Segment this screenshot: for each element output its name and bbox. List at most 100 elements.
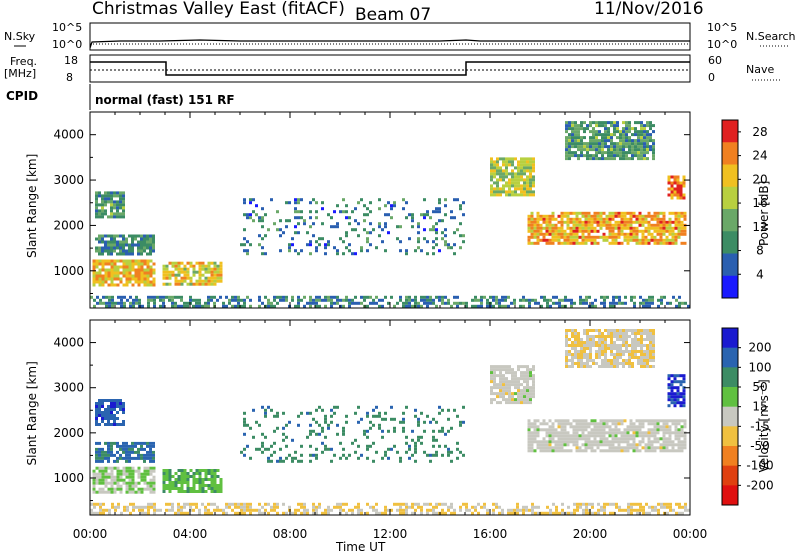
- data-cell: [146, 487, 150, 491]
- data-cell: [642, 304, 645, 308]
- data-cell: [330, 304, 333, 308]
- data-cell: [119, 447, 122, 451]
- data-cell: [315, 246, 318, 250]
- data-cell: [648, 295, 651, 299]
- data-cell: [638, 419, 642, 423]
- data-cell: [381, 435, 384, 439]
- data-cell: [426, 213, 429, 217]
- data-cell: [601, 124, 604, 128]
- data-cell: [611, 431, 615, 435]
- data-cell: [96, 502, 99, 506]
- data-cell: [584, 217, 588, 221]
- data-cell: [569, 226, 573, 230]
- data-cell: [608, 232, 612, 236]
- data-cell: [590, 449, 594, 453]
- data-cell: [417, 505, 420, 509]
- data-cell: [324, 420, 327, 424]
- data-cell: [496, 365, 499, 369]
- data-cell: [574, 338, 577, 341]
- data-cell: [668, 223, 672, 227]
- data-cell: [165, 472, 169, 475]
- data-cell: [605, 217, 609, 221]
- data-cell: [435, 231, 438, 235]
- data-cell: [505, 157, 508, 161]
- data-cell: [574, 124, 577, 128]
- data-cell: [572, 217, 576, 221]
- data-cell: [493, 398, 496, 402]
- data-region: [162, 469, 223, 493]
- data-cell: [622, 154, 625, 158]
- data-cell: [204, 511, 207, 515]
- data-cell: [125, 271, 129, 275]
- data-cell: [360, 453, 363, 457]
- data-cell: [587, 226, 591, 230]
- data-cell: [516, 505, 519, 509]
- data-cell: [438, 405, 441, 409]
- data-cell: [598, 329, 601, 332]
- data-cell: [596, 443, 600, 447]
- data-cell: [677, 235, 681, 239]
- data-cell: [676, 175, 680, 179]
- data-cell: [602, 431, 606, 435]
- data-cell: [162, 472, 166, 475]
- colorbar-tick-label: 20: [752, 172, 767, 186]
- data-cell: [146, 252, 149, 256]
- data-cell: [648, 304, 651, 308]
- data-cell: [569, 434, 573, 438]
- data-cell: [279, 456, 282, 460]
- data-cell: [617, 214, 621, 218]
- data-cell: [210, 490, 214, 493]
- data-cell: [119, 271, 123, 275]
- data-cell: [210, 279, 214, 283]
- data-cell: [447, 450, 450, 454]
- data-cell: [499, 377, 502, 381]
- data-cell: [146, 262, 150, 266]
- data-cell: [548, 238, 552, 242]
- data-cell: [146, 237, 149, 241]
- data-cell: [441, 429, 444, 433]
- data-cell: [590, 229, 594, 233]
- data-cell: [321, 426, 324, 430]
- data-cell: [545, 223, 549, 227]
- data-cell: [342, 426, 345, 430]
- data-cell: [98, 283, 102, 287]
- data-cell: [676, 193, 680, 197]
- data-cell: [110, 478, 114, 482]
- data-cell: [210, 502, 213, 506]
- data-cell: [122, 402, 125, 405]
- data-cell: [174, 304, 177, 308]
- data-cell: [141, 505, 144, 509]
- data-cell: [583, 344, 586, 347]
- freq-line: [90, 61, 690, 76]
- data-cell: [517, 169, 520, 173]
- data-cell: [95, 472, 99, 476]
- data-cell: [152, 277, 156, 281]
- data-cell: [589, 359, 592, 362]
- data-cell: [563, 211, 567, 215]
- data-cell: [123, 301, 126, 305]
- data-cell: [149, 459, 152, 463]
- data-cell: [390, 447, 393, 451]
- data-cell: [261, 450, 264, 454]
- data-cell: [438, 444, 441, 448]
- data-cell: [687, 304, 690, 308]
- data-cell: [107, 249, 110, 253]
- data-cell: [674, 425, 678, 429]
- data-cell: [643, 353, 646, 356]
- data-cell: [180, 270, 184, 274]
- data-cell: [565, 338, 568, 341]
- data-cell: [517, 175, 520, 179]
- data-cell: [131, 268, 135, 272]
- data-cell: [107, 456, 110, 460]
- data-cell: [119, 487, 123, 491]
- data-cell: [125, 259, 129, 263]
- data-cell: [626, 223, 630, 227]
- data-cell: [671, 232, 675, 236]
- data-cell: [297, 198, 300, 202]
- colorbar-segment: [722, 253, 738, 277]
- data-cell: [375, 301, 378, 305]
- data-cell: [670, 395, 674, 399]
- data-cell: [134, 234, 137, 238]
- data-cell: [138, 298, 141, 302]
- data-cell: [366, 295, 369, 299]
